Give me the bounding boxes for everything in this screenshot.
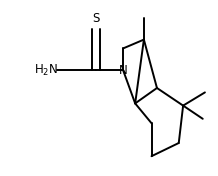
Text: N: N — [119, 64, 128, 77]
Text: H$_2$N: H$_2$N — [34, 63, 58, 78]
Text: S: S — [92, 12, 100, 25]
